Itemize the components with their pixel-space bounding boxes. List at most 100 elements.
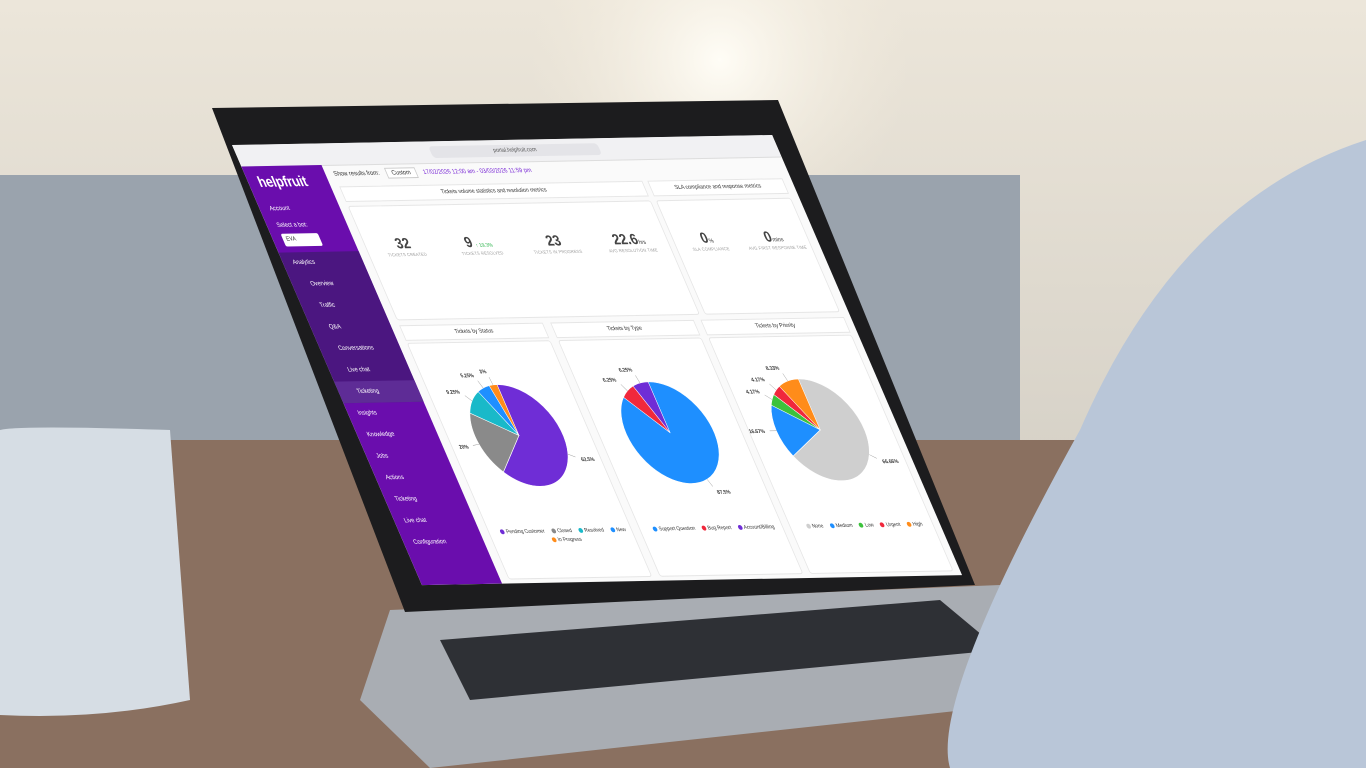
chart-title: Tickets by Status [399, 322, 550, 341]
menu-item[interactable]: Insights [356, 409, 379, 417]
menu-item[interactable]: Analytics [291, 258, 317, 267]
legend: Pending Customer Closed Resolved New In Prog… [497, 527, 634, 544]
legend-item[interactable]: None [805, 523, 825, 530]
legend-item[interactable]: Bug Report [700, 525, 733, 531]
label-leader [472, 443, 480, 446]
legend-item[interactable]: Medium [829, 523, 854, 529]
legend-label: Closed [556, 528, 574, 535]
slice-label: 4.17% [745, 389, 761, 395]
person-shoulder [947, 140, 1366, 768]
menu-item[interactable]: Actions [384, 474, 406, 482]
slice-label: 6.25% [601, 377, 617, 383]
chart-title: Tickets by Priority [700, 317, 851, 336]
section-header: Tickets volume statistics and resolution… [339, 180, 649, 203]
legend-label: Pending Customer [505, 528, 547, 536]
metric-value-row: 0mins [736, 228, 810, 246]
volume-card: 32 TICKETS CREATED 9↑ 19.3% TICKETS RESOLVE… [347, 200, 700, 321]
submenu-item[interactable]: Live chat [346, 366, 372, 374]
submenu-item[interactable]: Overview [309, 280, 336, 288]
slice-label: 87.5% [716, 490, 732, 496]
slice-label: 8.33% [765, 366, 781, 372]
slice-label: 3% [478, 369, 488, 375]
slice-label: 62.5% [580, 457, 596, 463]
menu-item[interactable]: Knowledge [365, 430, 396, 439]
menu-item[interactable]: Ticketing [393, 495, 419, 503]
menu-item[interactable]: Configuration [412, 538, 448, 546]
label-leader [620, 384, 628, 391]
metric-value-row: 0% [670, 229, 744, 247]
label-leader [869, 454, 877, 459]
menu-item[interactable]: Live chat [402, 517, 428, 525]
label-leader [769, 383, 777, 391]
menu-item[interactable]: Account [268, 205, 292, 213]
legend-label: High [911, 521, 924, 528]
label-leader [567, 453, 576, 458]
metric-label: TICKETS CREATED [387, 251, 428, 258]
pie-slice [792, 378, 870, 481]
legend-label: In Progress [556, 536, 584, 544]
metric-label: AVG RESOLUTION TIME [608, 247, 659, 254]
slice-label: 9.25% [445, 390, 461, 396]
pie-slice [496, 384, 569, 487]
pie-chart: 87.5% 6.25%6.25% [601, 367, 732, 496]
legend-label: Account/Billing [742, 524, 776, 531]
legend-label: Urgent [885, 522, 902, 529]
slice-label: 4.17% [750, 377, 766, 383]
metric: 32 TICKETS CREATED [362, 235, 447, 258]
legend-item[interactable]: Low [858, 523, 875, 529]
chart-card: 62.5% 20% 9.25% 5.25% 3% Pending Customer Clos… [406, 340, 653, 580]
menu-item[interactable]: Jobs [375, 452, 390, 460]
metric-label: SLA COMPLIANCE [691, 246, 731, 252]
metric-unit: mins [771, 237, 785, 244]
metric-value: 22.6 [609, 231, 642, 249]
filter-bar: Show results from: Custom 17/02/2026 12:… [332, 167, 533, 179]
pie-chart: 66.66% 16.67% 4.17% 4.17% 8.33% [745, 366, 901, 481]
legend-item[interactable]: Support Question [652, 526, 697, 533]
metric-value-row: 32 [362, 235, 445, 253]
filter-mode[interactable]: Custom [383, 167, 419, 179]
metric-label: AVG FIRST RESPONSE TIME [747, 244, 808, 251]
legend-label: None [811, 523, 825, 530]
date-range[interactable]: 17/02/2026 12:00 am - 03/03/2026 11:59 p… [421, 167, 533, 176]
url-field[interactable]: portal.helpfruit.com [428, 143, 603, 159]
metric-label: TICKETS IN PROGRESS [532, 248, 584, 255]
label-leader [706, 479, 713, 487]
submenu-item[interactable]: Ticketing [334, 380, 424, 404]
metric-unit: hrs [637, 239, 648, 246]
charts-row: Tickets by Status 62.5% 20% 9.25% 5.25% 3% Pen… [332, 163, 954, 580]
pie-chart: 62.5% 20% 9.25% 5.25%3% [445, 369, 596, 487]
slice-label: 20% [458, 444, 470, 450]
metric-value-row: 9↑ 19.3% [437, 233, 520, 251]
legend-item[interactable]: Closed [550, 528, 573, 534]
pie-slice [488, 384, 520, 436]
legend-item[interactable]: New [609, 527, 627, 533]
legend-label: Medium [834, 522, 854, 530]
submenu-item[interactable]: Conversations [337, 344, 376, 352]
metric-value-row: 22.6hrs [588, 231, 671, 249]
metric: 0mins AVG FIRST RESPONSE TIME [736, 228, 812, 251]
legend-item[interactable]: Account/Billing [736, 524, 776, 531]
submenu-item[interactable]: Traffic [318, 301, 337, 309]
label-leader [782, 373, 788, 382]
logo[interactable]: helpfruit [254, 173, 311, 191]
legend-item[interactable]: Resolved [577, 528, 605, 534]
metric-value-row: 23 [512, 232, 595, 250]
metric-label: TICKETS RESOLVED [460, 250, 505, 257]
submenu-item[interactable]: Q&A [327, 323, 343, 331]
legend-item[interactable]: Urgent [879, 522, 902, 529]
bot-label: Select a bot: [275, 221, 309, 229]
legend: None Medium Low Urgent High [798, 522, 931, 530]
slice-label: 66.66% [882, 459, 901, 465]
bot-select[interactable]: EVA [280, 233, 324, 247]
slice-label: 5.25% [460, 373, 476, 379]
metric: 22.6hrs AVG RESOLUTION TIME [588, 231, 673, 254]
label-leader [488, 377, 494, 385]
legend-item[interactable]: High [905, 521, 924, 528]
label-leader [764, 394, 773, 400]
legend-item[interactable]: Pending Customer [499, 529, 546, 536]
laptop-screen: portal.helpfruit.com helpfruit Account S… [232, 135, 963, 586]
legend-item[interactable]: In Progress [550, 536, 584, 544]
metric: 0% SLA COMPLIANCE [670, 229, 746, 252]
